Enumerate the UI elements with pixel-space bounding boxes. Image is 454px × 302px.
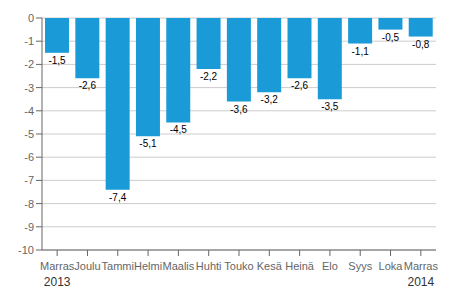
- svg-text:Heinä: Heinä: [285, 260, 315, 272]
- svg-text:-1: -1: [24, 35, 34, 47]
- svg-text:-2,6: -2,6: [79, 80, 97, 91]
- svg-text:-5,1: -5,1: [139, 138, 157, 149]
- svg-text:Maalis: Maalis: [162, 260, 194, 272]
- svg-text:Marras: Marras: [404, 260, 439, 272]
- svg-text:-1,5: -1,5: [48, 55, 66, 66]
- svg-text:-0,8: -0,8: [412, 39, 430, 50]
- svg-text:Kesä: Kesä: [257, 260, 283, 272]
- svg-text:Syys: Syys: [348, 260, 372, 272]
- svg-text:-7: -7: [24, 174, 34, 186]
- svg-text:-0,5: -0,5: [382, 32, 400, 43]
- svg-text:-7,4: -7,4: [109, 192, 127, 203]
- svg-text:-3,2: -3,2: [261, 94, 279, 105]
- svg-text:Huhti: Huhti: [196, 260, 222, 272]
- svg-text:-3,5: -3,5: [321, 101, 339, 112]
- svg-text:-4: -4: [24, 105, 34, 117]
- svg-text:-3: -3: [24, 82, 34, 94]
- svg-text:Touko: Touko: [224, 260, 253, 272]
- svg-text:-6: -6: [24, 151, 34, 163]
- svg-text:-10: -10: [18, 244, 34, 256]
- svg-text:-4,5: -4,5: [170, 124, 188, 135]
- svg-text:-3,6: -3,6: [230, 104, 248, 115]
- svg-text:Joulu: Joulu: [74, 260, 100, 272]
- svg-text:0: 0: [28, 12, 34, 24]
- svg-text:-1,1: -1,1: [351, 46, 369, 57]
- svg-text:2014: 2014: [407, 275, 434, 289]
- svg-text:Helmi: Helmi: [134, 260, 162, 272]
- svg-text:2013: 2013: [44, 275, 71, 289]
- svg-text:-2,6: -2,6: [291, 80, 309, 91]
- svg-text:Elo: Elo: [322, 260, 338, 272]
- svg-text:-2,2: -2,2: [200, 71, 218, 82]
- svg-text:Marras: Marras: [40, 260, 75, 272]
- svg-text:-9: -9: [24, 221, 34, 233]
- svg-text:-8: -8: [24, 198, 34, 210]
- svg-text:Tammi: Tammi: [102, 260, 134, 272]
- svg-text:-5: -5: [24, 128, 34, 140]
- svg-text:Loka: Loka: [379, 260, 404, 272]
- svg-text:-2: -2: [24, 58, 34, 70]
